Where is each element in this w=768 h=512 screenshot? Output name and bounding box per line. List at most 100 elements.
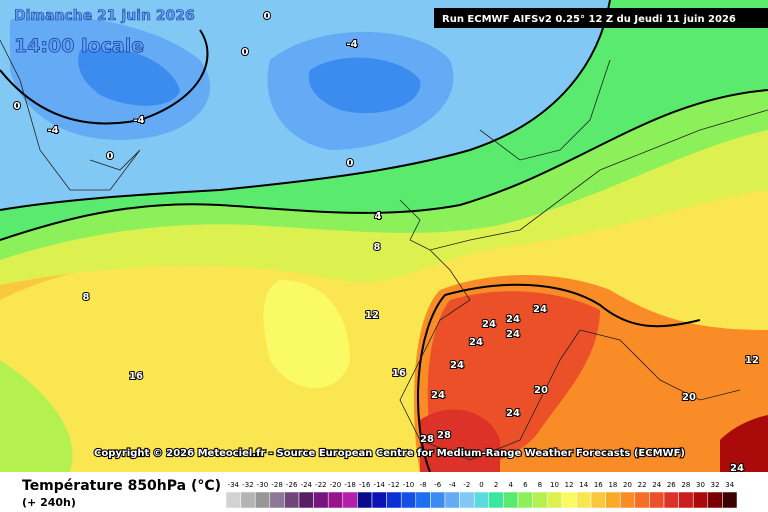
contour-label: 24 [450,360,464,371]
legend-swatch [634,491,650,509]
legend-swatch [590,491,606,509]
legend-title: Température 850hPa (°C) [22,478,221,494]
legend-swatch [649,491,665,509]
legend-tick-label: -14 [374,481,386,489]
legend-tick-label: 4 [508,481,513,489]
isotherm [417,283,701,472]
legend-swatch [240,491,256,509]
legend-swatch [459,491,475,509]
legend-swatch [678,491,694,509]
legend-tick-label: -28 [271,481,282,489]
legend-swatch [269,491,285,509]
legend-tick-label: -32 [242,481,253,489]
run-box [434,8,768,28]
contour-label: 28 [420,434,434,445]
legend-tick-label: -18 [344,481,355,489]
legend-swatch [503,491,519,509]
legend-tick-label: -2 [463,481,470,489]
legend-tick-label: -30 [257,481,268,489]
legend-tick-label: 16 [594,481,603,489]
contour-label: 24 [469,337,483,348]
contour-label: 0 [264,11,271,22]
legend-tick-label: -24 [301,481,313,489]
band [263,280,350,389]
contour-label: 24 [506,329,520,340]
legend-tick-label: -34 [228,481,240,489]
legend-swatch [254,491,271,509]
legend-swatch [473,491,490,509]
legend-tick-label: 26 [667,481,676,489]
legend-swatch [284,491,300,509]
legend-tick-label: 18 [608,481,617,489]
legend-swatch [225,491,241,509]
legend-tick-label: 10 [550,481,559,489]
legend-swatch [298,491,314,509]
legend-swatch [444,491,460,509]
legend-tick-label: -22 [315,481,326,489]
band [78,47,180,106]
legend-tick-label: 0 [479,481,483,489]
date: Dimanche 21 juin 2026 [14,8,195,24]
legend-swatch [327,491,344,509]
legend-tick-label: 8 [538,481,542,489]
contour-label: 24 [533,304,547,315]
isotherm [0,0,611,211]
legend-swatch [561,491,577,509]
legend-tick-label: -8 [420,481,427,489]
legend-swatch [722,491,738,509]
legend-swatch [532,491,548,509]
legend-tick-label: 22 [638,481,647,489]
legend: Température 850hPa (°C) (+ 240h) -34 -32-… [22,478,738,509]
legend-tick-label: 12 [565,481,574,489]
contour-label: 20 [534,385,548,396]
contour-label: 4 [375,211,382,222]
contour-label: -4 [47,125,58,136]
legend-tick-label: -12 [388,481,399,489]
contour-label: 24 [506,314,520,325]
legend-swatch [415,491,431,509]
legend-tick-label: 30 [696,481,705,489]
contour-label: 0 [242,47,249,58]
contour-label: 0 [347,158,354,169]
legend-swatch [313,491,329,509]
legend-swatch [692,491,709,509]
run-info: Run ECMWF AIFSv2 0.25° 12 Z du Jeudi 11 … [442,14,736,25]
legend-tick-label: -4 [449,481,457,489]
contour-label: 24 [730,463,744,472]
band [308,57,421,114]
legend-swatch [663,491,679,509]
legend-tick-label: 24 [652,481,661,489]
contour-label: 28 [437,430,451,441]
coastline [479,59,611,161]
contour-label: 24 [506,408,520,419]
time: 14:00 locale [14,35,144,57]
coastlines [0,39,768,461]
contour-label: 12 [745,355,759,366]
contour-label: 12 [365,310,379,321]
legend-swatch [371,491,387,509]
legend-swatch [488,491,504,509]
legend-swatch [400,491,417,509]
contour-label: 8 [83,292,90,303]
contour-label: 20 [682,392,696,403]
legend-swatch [619,491,636,509]
legend-tick-label: 28 [681,481,690,489]
isotherm [0,89,768,241]
contour-label: 24 [482,319,496,330]
legend-swatch [707,491,723,509]
legend-tick-label: 32 [711,481,720,489]
legend-swatch [430,491,446,509]
band [720,415,768,472]
legend-swatch [386,491,402,509]
legend-tick-label: -26 [286,481,298,489]
contour-label: 16 [392,368,406,379]
legend-tick-label: 2 [494,481,498,489]
legend-tick-label: 34 [725,481,734,489]
contour-label: -4 [346,39,357,50]
isotherm [0,29,209,125]
coastline [0,39,141,191]
map: Run ECMWF AIFSv2 0.25° 12 Z du Jeudi 11 … [0,0,768,472]
legend-swatch [517,491,533,509]
legend-tick-label: -6 [434,481,442,489]
legend-swatch [546,491,563,509]
